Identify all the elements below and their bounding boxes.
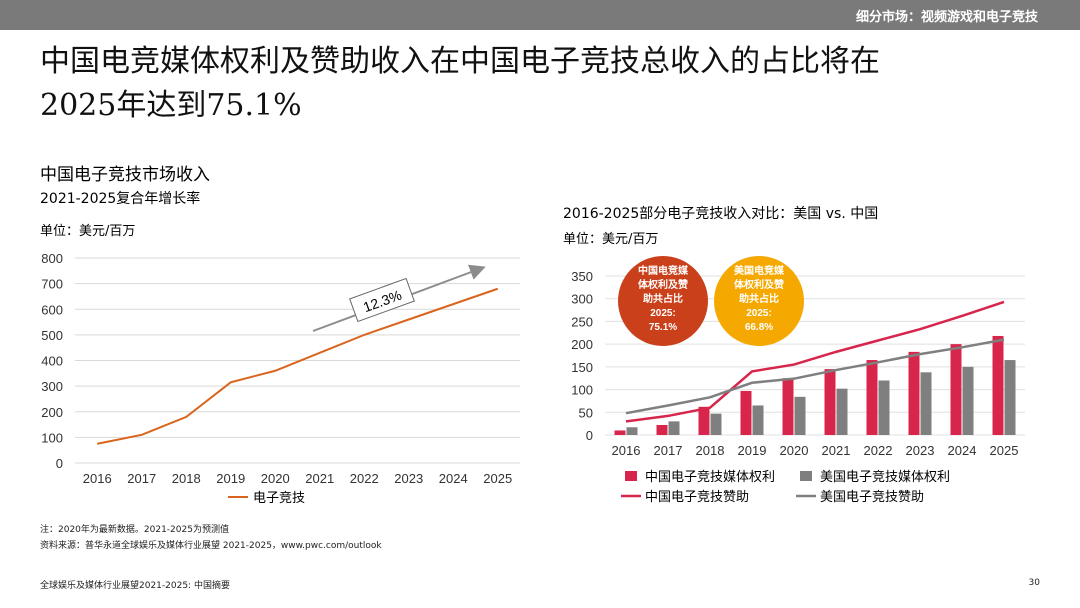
cagr-label: 12.3% — [361, 287, 404, 316]
x-tick-label: 2017 — [127, 471, 156, 486]
x-tick-label: 2020 — [261, 471, 290, 486]
bar-us-media-rights — [752, 405, 764, 435]
bar-cn-media-rights — [866, 360, 878, 435]
bubble-us-share-text: 66.8% — [745, 322, 773, 333]
x-tick-label: 2024 — [439, 471, 468, 486]
legend-us-media-rights-label: 美国电子竞技媒体权利 — [820, 469, 950, 484]
footnote: 注：2020年为最新数据。2021-2025为预测值 — [40, 525, 229, 535]
legend-us-media-rights-swatch — [800, 471, 812, 481]
legend-us-sponsorship-label: 美国电子竞技赞助 — [820, 489, 924, 504]
bar-cn-media-rights — [614, 430, 626, 435]
y-tick-label: 100 — [41, 430, 63, 445]
legend-cn-media-rights-label: 中国电子竞技媒体权利 — [645, 469, 775, 484]
bar-us-media-rights — [668, 421, 680, 435]
x-tick-label: 2023 — [906, 443, 935, 458]
bubble-cn-share-text: 2025: — [650, 308, 676, 319]
section-label: 细分市场：视频游戏和电子竞技 — [855, 10, 1038, 25]
y-tick-label: 350 — [571, 269, 593, 284]
bubble-us-share-text: 体权利及赞 — [734, 278, 784, 291]
bar-cn-media-rights — [824, 369, 836, 435]
x-tick-label: 2018 — [696, 443, 725, 458]
left-chart-heading: 中国电子竞技市场收入 — [40, 165, 210, 185]
right-chart-unit: 单位：美元/百万 — [563, 232, 659, 247]
y-tick-label: 800 — [41, 251, 63, 266]
bubble-us-share-text: 2025: — [746, 308, 772, 319]
x-tick-label: 2023 — [394, 471, 423, 486]
bubble-cn-share — [618, 256, 708, 346]
x-tick-label: 2017 — [654, 443, 683, 458]
bar-us-media-rights — [794, 396, 806, 435]
y-tick-label: 200 — [571, 337, 593, 352]
bar-us-media-rights — [710, 413, 722, 435]
y-tick-label: 50 — [579, 405, 593, 420]
x-tick-label: 2016 — [612, 443, 641, 458]
y-tick-label: 100 — [571, 383, 593, 398]
cagr-box-border — [349, 277, 415, 323]
right-chart-heading: 2016-2025部分电子竞技收入对比：美国 vs. 中国 — [563, 206, 879, 222]
y-tick-label: 400 — [41, 354, 63, 369]
series-line-esports — [97, 287, 499, 445]
bar-us-media-rights — [1004, 360, 1016, 435]
bar-cn-media-rights — [656, 425, 668, 435]
source-note: 资料来源：普华永道全球娱乐及媒体行业展望 2021-2025，www.pwc.c… — [40, 541, 382, 551]
x-tick-label: 2025 — [483, 471, 512, 486]
legend-cn-sponsorship-label: 中国电子竞技赞助 — [645, 489, 749, 504]
x-tick-label: 2019 — [738, 443, 767, 458]
y-tick-label: 200 — [41, 405, 63, 420]
top-bar: 细分市场：视频游戏和电子竞技 — [0, 0, 1080, 30]
page-number: 30 — [1028, 578, 1040, 588]
bar-us-media-rights — [920, 372, 932, 435]
bar-cn-media-rights — [950, 344, 962, 435]
footer-title: 全球娱乐及媒体行业展望2021-2025: 中国摘要 — [40, 581, 230, 591]
bubble-cn-share-text: 助共占比 — [643, 292, 683, 305]
y-tick-label: 300 — [41, 379, 63, 394]
x-tick-label: 2019 — [216, 471, 245, 486]
bar-cn-media-rights — [782, 378, 794, 435]
bar-cn-media-rights — [698, 406, 710, 435]
page-title: 中国电竞媒体权利及赞助收入在中国电子竞技总收入的占比将在 2025年达到75.1… — [40, 40, 1050, 128]
bubble-cn-share-text: 75.1% — [649, 322, 677, 333]
bar-us-media-rights — [626, 427, 638, 435]
line-cn-sponsorship — [625, 300, 1005, 423]
bubble-us-share-text: 美国电竞媒 — [734, 264, 785, 277]
bar-cn-media-rights — [908, 351, 920, 435]
bar-cn-media-rights — [740, 390, 752, 435]
legend-cn-media-rights-swatch — [625, 471, 637, 481]
x-tick-label: 2021 — [822, 443, 851, 458]
bubble-us-share — [714, 256, 804, 346]
x-tick-label: 2021 — [305, 471, 334, 486]
bubble-us-share-text: 助共占比 — [739, 292, 779, 305]
bar-cn-media-rights — [992, 335, 1004, 435]
y-tick-label: 700 — [41, 277, 63, 292]
y-tick-label: 0 — [586, 428, 593, 443]
x-tick-label: 2020 — [780, 443, 809, 458]
bubble-cn-share-text: 体权利及赞 — [638, 278, 688, 291]
x-tick-label: 2022 — [350, 471, 379, 486]
legend-label-esports: 电子竞技 — [253, 490, 305, 505]
bar-us-media-rights — [836, 388, 848, 435]
title-line-1: 中国电竞媒体权利及赞助收入在中国电子竞技总收入的占比将在 — [40, 44, 880, 79]
title-line-2: 2025年达到75.1% — [40, 88, 302, 123]
y-tick-label: 250 — [571, 314, 593, 329]
bubble-cn-share-text: 中国电竞媒 — [638, 264, 689, 277]
x-tick-label: 2018 — [172, 471, 201, 486]
y-tick-label: 150 — [571, 360, 593, 375]
y-tick-label: 500 — [41, 328, 63, 343]
left-chart-subheading: 2021-2025复合年增长率 — [40, 191, 201, 207]
growth-arrow — [312, 264, 486, 332]
left-chart-unit: 单位：美元/百万 — [40, 224, 136, 239]
bar-us-media-rights — [962, 366, 974, 435]
bar-us-media-rights — [878, 380, 890, 435]
y-tick-label: 300 — [571, 292, 593, 307]
cagr-box: 12.3% — [349, 277, 415, 323]
y-tick-label: 600 — [41, 302, 63, 317]
x-tick-label: 2016 — [83, 471, 112, 486]
line-us-sponsorship — [625, 338, 1005, 415]
x-tick-label: 2024 — [948, 443, 977, 458]
y-tick-label: 0 — [56, 456, 63, 471]
x-tick-label: 2025 — [990, 443, 1019, 458]
x-tick-label: 2022 — [864, 443, 893, 458]
